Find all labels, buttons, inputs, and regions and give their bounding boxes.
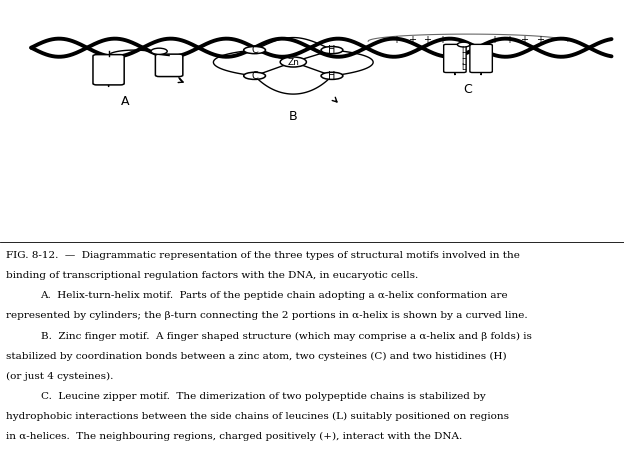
- Text: L: L: [462, 52, 466, 61]
- Text: C: C: [464, 84, 472, 96]
- Ellipse shape: [244, 46, 266, 54]
- Text: B: B: [289, 110, 298, 123]
- Text: A.  Helix-turn-helix motif.  Parts of the peptide chain adopting a α-helix confo: A. Helix-turn-helix motif. Parts of the …: [41, 292, 508, 301]
- Text: +: +: [392, 35, 400, 45]
- Text: L: L: [462, 63, 466, 72]
- Ellipse shape: [321, 46, 343, 54]
- Text: B.  Zinc finger motif.  A finger shaped structure (which may comprise a α-helix : B. Zinc finger motif. A finger shaped st…: [41, 332, 532, 341]
- Text: Zn: Zn: [287, 58, 300, 67]
- Circle shape: [457, 42, 470, 47]
- Text: (or just 4 cysteines).: (or just 4 cysteines).: [6, 372, 114, 381]
- Ellipse shape: [244, 72, 266, 79]
- Text: +: +: [505, 35, 512, 45]
- Text: +: +: [438, 35, 446, 45]
- Text: +: +: [490, 35, 498, 45]
- Text: +: +: [424, 35, 431, 45]
- Text: L: L: [462, 58, 466, 67]
- Text: C: C: [251, 45, 258, 55]
- Text: FIG. 8-12.  —  Diagrammatic representation of the three types of structural moti: FIG. 8-12. — Diagrammatic representation…: [6, 251, 520, 260]
- Text: stabilized by coordination bonds between a zinc atom, two cysteines (C) and two : stabilized by coordination bonds between…: [6, 351, 507, 361]
- FancyBboxPatch shape: [155, 54, 183, 76]
- Ellipse shape: [321, 72, 343, 79]
- Text: L: L: [462, 46, 466, 55]
- FancyBboxPatch shape: [470, 45, 492, 72]
- Text: H: H: [328, 45, 336, 55]
- Circle shape: [280, 57, 306, 67]
- Text: in α-helices.  The neighbouring regions, charged positively (+), interact with t: in α-helices. The neighbouring regions, …: [6, 432, 462, 441]
- FancyBboxPatch shape: [444, 45, 466, 72]
- Circle shape: [151, 48, 167, 54]
- Text: C: C: [251, 71, 258, 81]
- Text: H: H: [328, 71, 336, 81]
- Text: hydrophobic interactions between the side chains of leucines (L) suitably positi: hydrophobic interactions between the sid…: [6, 412, 509, 421]
- Text: +: +: [520, 35, 528, 45]
- Text: +: +: [408, 35, 416, 45]
- Text: A: A: [120, 95, 129, 108]
- Text: C.  Leucine zipper motif.  The dimerization of two polypeptide chains is stabili: C. Leucine zipper motif. The dimerizatio…: [41, 392, 485, 401]
- Text: +: +: [536, 35, 544, 45]
- FancyBboxPatch shape: [93, 54, 124, 85]
- Text: binding of transcriptional regulation factors with the DNA, in eucaryotic cells.: binding of transcriptional regulation fa…: [6, 271, 419, 280]
- Text: represented by cylinders; the β-turn connecting the 2 portions in α-helix is sho: represented by cylinders; the β-turn con…: [6, 311, 528, 320]
